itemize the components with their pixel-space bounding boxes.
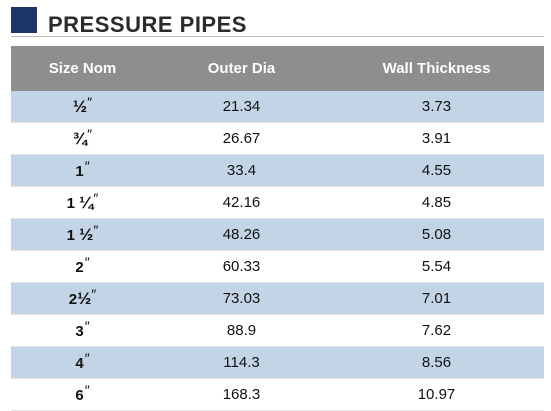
brand-square-icon [11, 7, 37, 33]
inch-mark: ″ [84, 317, 90, 334]
size-fraction: ¾ [72, 128, 87, 148]
size-nom-cell: 1 ¼″ [11, 186, 154, 219]
table-row: ¾″ 26.67 3.91 [11, 122, 544, 155]
size-nom-cell: 3″ [11, 314, 154, 347]
size-fraction: ½ [72, 96, 87, 116]
wall-thickness-cell: 4.55 [329, 154, 544, 187]
table-row: 3″ 88.9 7.62 [11, 314, 544, 347]
size-fraction: ½ [79, 224, 93, 244]
table-row: 2½″ 73.03 7.01 [11, 282, 544, 315]
outer-dia-cell: 33.4 [154, 154, 329, 187]
inch-mark: ″ [93, 189, 99, 206]
table-row: 4″ 114.3 8.56 [11, 346, 544, 379]
size-fraction: ½ [77, 288, 91, 308]
wall-thickness-cell: 10.97 [329, 378, 544, 411]
inch-mark: ″ [84, 349, 90, 366]
size-whole: 1 [75, 162, 84, 180]
table-body: ½″ 21.34 3.73 ¾″ 26.67 3.91 1″ 33.4 4.55 1 ¼″ 42.1… [11, 91, 544, 411]
wall-thickness-cell: 5.08 [329, 218, 544, 251]
outer-dia-cell: 26.67 [154, 122, 329, 155]
size-nom-cell: 4″ [11, 346, 154, 379]
column-header-outer-dia: Outer Dia [154, 46, 329, 91]
column-header-wall-thickness: Wall Thickness [329, 46, 544, 91]
size-nom-cell: 1″ [11, 154, 154, 187]
outer-dia-cell: 168.3 [154, 378, 329, 411]
size-nom-cell: ½″ [11, 91, 154, 123]
table-row: 1″ 33.4 4.55 [11, 154, 544, 187]
table-header-row: Size Nom Outer Dia Wall Thickness [11, 46, 544, 91]
inch-mark: ″ [87, 93, 93, 110]
wall-thickness-cell: 5.54 [329, 250, 544, 283]
size-nom-cell: ¾″ [11, 122, 154, 155]
size-nom-cell: 6″ [11, 378, 154, 411]
size-nom-cell: 1 ½″ [11, 218, 154, 251]
outer-dia-cell: 21.34 [154, 91, 329, 123]
outer-dia-cell: 60.33 [154, 250, 329, 283]
wall-thickness-cell: 8.56 [329, 346, 544, 379]
table-header: Size Nom Outer Dia Wall Thickness [11, 46, 544, 91]
wall-thickness-cell: 7.01 [329, 282, 544, 315]
outer-dia-cell: 48.26 [154, 218, 329, 251]
page-header: PRESSURE PIPES [0, 0, 551, 46]
wall-thickness-cell: 7.62 [329, 314, 544, 347]
size-nom-cell: 2″ [11, 250, 154, 283]
outer-dia-cell: 42.16 [154, 186, 329, 219]
size-nom-cell: 2½″ [11, 282, 154, 315]
outer-dia-cell: 88.9 [154, 314, 329, 347]
wall-thickness-cell: 3.73 [329, 91, 544, 123]
pressure-pipes-table: Size Nom Outer Dia Wall Thickness ½″ 21.3… [11, 46, 544, 411]
size-whole: 2 [75, 258, 84, 276]
size-whole: 3 [75, 322, 84, 340]
outer-dia-cell: 114.3 [154, 346, 329, 379]
inch-mark: ″ [93, 221, 99, 238]
inch-mark: ″ [84, 381, 90, 398]
size-whole: 2 [68, 290, 78, 308]
wall-thickness-cell: 4.85 [329, 186, 544, 219]
size-whole: 1 [66, 194, 80, 212]
header-divider [11, 36, 544, 37]
outer-dia-cell: 73.03 [154, 282, 329, 315]
table-row: ½″ 21.34 3.73 [11, 91, 544, 123]
size-fraction: ¼ [79, 192, 93, 212]
table-row: 2″ 60.33 5.54 [11, 250, 544, 283]
size-whole: 6 [75, 386, 84, 404]
column-header-size-nom: Size Nom [11, 46, 154, 91]
page-title: PRESSURE PIPES [48, 12, 247, 37]
inch-mark: ″ [84, 253, 90, 270]
table-row: 1 ¼″ 42.16 4.85 [11, 186, 544, 219]
size-whole: 4 [75, 354, 84, 372]
inch-mark: ″ [84, 157, 90, 174]
table-row: 1 ½″ 48.26 5.08 [11, 218, 544, 251]
wall-thickness-cell: 3.91 [329, 122, 544, 155]
table-row: 6″ 168.3 10.97 [11, 378, 544, 411]
inch-mark: ″ [91, 285, 97, 302]
inch-mark: ″ [87, 125, 93, 142]
size-whole: 1 [66, 226, 80, 244]
